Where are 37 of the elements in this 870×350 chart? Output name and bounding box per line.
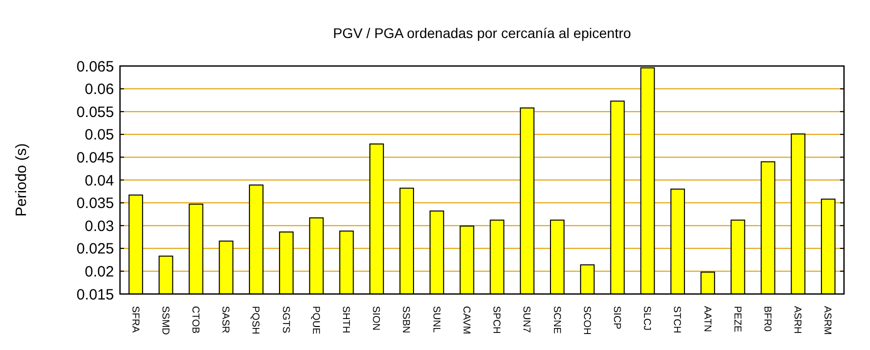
x-tick-label: SCOH [580,306,592,335]
y-tick-label: 0.015 [76,286,114,304]
y-tick-label: 0.02 [84,263,114,280]
x-tick-label: STCH [671,306,682,334]
x-tick-label: SUNL [430,306,442,334]
x-tick-label: BFR0 [761,306,772,332]
y-tick-label: 0.025 [76,240,114,258]
x-tick-label: SION [370,306,382,330]
x-tick-label: CTOB [190,306,201,334]
x-tick-label: ASRH [792,306,803,334]
x-tick-label: CAVM [460,306,472,334]
x-tick-label: ASRM [822,306,833,335]
x-tick-label: AATN [701,306,712,332]
y-tick-label: 0.04 [84,172,114,190]
x-tick-label: SHTH [340,306,352,334]
y-tick-label: 0.05 [84,126,114,144]
x-tick-label: PQSH [250,306,261,334]
y-tick-label: 0.055 [76,104,114,121]
y-tick-label: 0.03 [84,218,114,235]
x-tick-label: SFRA [129,306,140,333]
x-tick-label: SSBN [400,306,412,334]
x-tick-label: SGTS [280,306,291,334]
x-tick-label: PEZE [731,306,742,332]
y-tick-label: 0.06 [84,81,114,98]
y-tick-label: 0.045 [76,149,114,166]
x-tick-label: SLCJ [641,306,652,330]
x-tick-label: SCNE [550,306,562,334]
x-tick-label: SPCH [490,306,502,334]
x-tick-label: SSMD [159,306,170,335]
y-tick-label: 0.065 [76,58,114,76]
x-tick-label: SUN7 [520,306,532,334]
x-tick-label: PQUE [310,306,321,335]
chart-title: PGV / PGA ordenadas por cercanía al epicentro [332,25,632,41]
x-tick-label: SASR [220,306,231,334]
x-tick-label: SICP [610,306,622,330]
y-axis-title: Periodo (s) [13,143,30,217]
y-tick-label: 0.035 [76,195,114,212]
